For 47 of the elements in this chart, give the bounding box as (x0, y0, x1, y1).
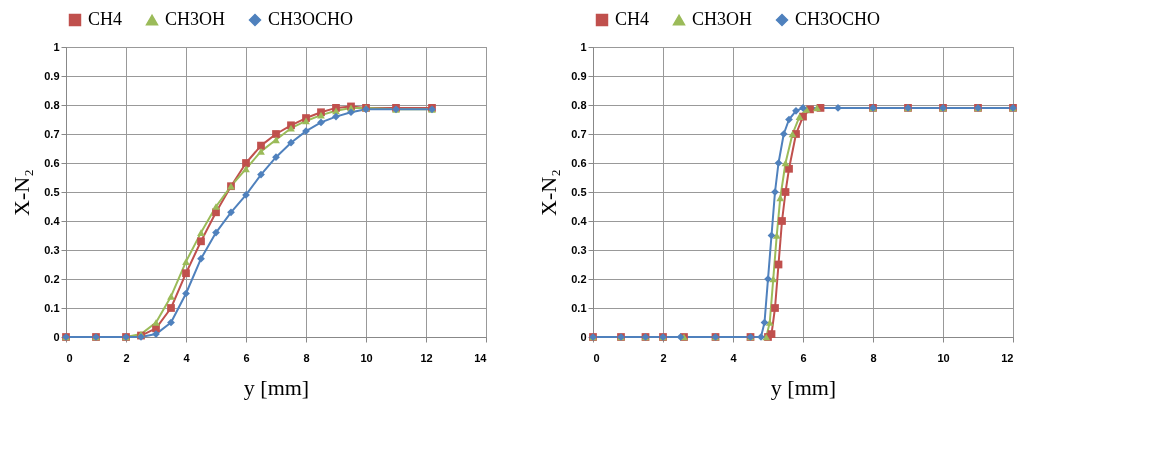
y-tick-label: 0.3 (44, 243, 60, 256)
x-tick-label: 8 (303, 351, 310, 364)
x-tick-label: 2 (123, 351, 130, 364)
y-tick-label: 0.6 (571, 156, 587, 169)
x-tick-label: 6 (243, 351, 250, 364)
y-tick-label: 0.3 (571, 243, 587, 256)
x-axis-title: y [mm] (243, 374, 310, 400)
y-tick-label: 0.1 (571, 301, 587, 314)
y-tick-label: 0.8 (44, 98, 60, 111)
legend-label: CH3OH (165, 9, 226, 29)
x-tick-label: 4 (183, 351, 191, 364)
x-tick-label: 6 (800, 351, 807, 364)
y-tick-label: 1 (580, 40, 587, 53)
x-tick-label: 4 (730, 351, 738, 364)
y-tick-label: 0 (53, 330, 60, 343)
y-tick-label: 0 (580, 330, 587, 343)
x-tick-label: 14 (474, 351, 488, 364)
y-tick-label: 0.5 (44, 185, 60, 198)
y-tick-label: 0.2 (44, 272, 60, 285)
legend-label: CH4 (615, 9, 650, 29)
x-tick-label: 8 (870, 351, 877, 364)
y-axis-title: X-N₂ (9, 169, 35, 216)
y-tick-label: 0.4 (44, 214, 61, 227)
y-tick-label: 0.7 (44, 127, 60, 140)
y-tick-label: 1 (53, 40, 60, 53)
x-tick-label: 12 (1001, 351, 1014, 364)
x-tick-label: 10 (360, 351, 373, 364)
y-tick-label: 0.7 (571, 127, 587, 140)
y-tick-label: 0.1 (44, 301, 60, 314)
legend-label: CH3OCHO (268, 9, 354, 29)
x-tick-label: 0 (593, 351, 600, 364)
x-axis-title: y [mm] (770, 374, 837, 400)
y-tick-label: 0.5 (571, 185, 587, 198)
y-tick-label: 0.2 (571, 272, 587, 285)
x-tick-label: 10 (937, 351, 950, 364)
y-tick-label: 0.9 (44, 69, 60, 82)
x-tick-label: 0 (66, 351, 73, 364)
legend-label: CH3OH (692, 9, 753, 29)
y-tick-label: 0.9 (571, 69, 587, 82)
y-tick-label: 0.6 (44, 156, 60, 169)
x-tick-label: 12 (420, 351, 433, 364)
y-tick-label: 0.8 (571, 98, 587, 111)
y-tick-label: 0.4 (571, 214, 588, 227)
legend-label: CH3OCHO (795, 9, 881, 29)
y-axis-title: X-N₂ (536, 169, 562, 216)
legend-label: CH4 (88, 9, 123, 29)
x-tick-label: 2 (660, 351, 667, 364)
